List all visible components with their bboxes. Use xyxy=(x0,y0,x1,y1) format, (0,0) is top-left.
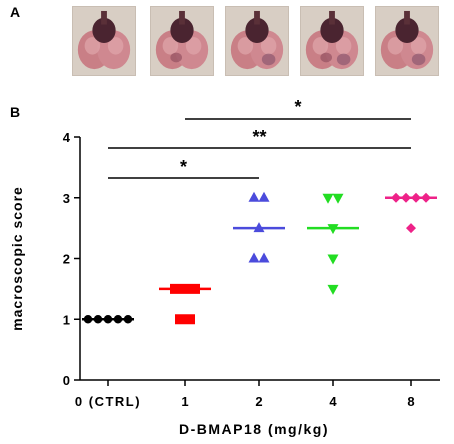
x-tick-label: 2 xyxy=(255,394,262,409)
data-point xyxy=(258,191,270,202)
y-tick-label: 1 xyxy=(63,312,70,327)
data-point xyxy=(190,283,200,294)
panel-label-b: B xyxy=(10,104,21,120)
data-point xyxy=(327,224,339,235)
y-tick-label: 2 xyxy=(63,252,70,267)
data-point xyxy=(248,191,260,202)
x-tick-label: 4 xyxy=(329,394,337,409)
significance-label: ** xyxy=(252,127,266,147)
data-point xyxy=(411,192,421,203)
data-point xyxy=(185,314,195,325)
data-point xyxy=(180,283,190,294)
lung-photo-3 xyxy=(225,6,289,76)
data-point xyxy=(327,284,339,295)
data-point xyxy=(83,315,93,324)
x-tick-label: 0 (CTRL) xyxy=(75,394,141,409)
data-point xyxy=(248,252,260,263)
data-point xyxy=(253,222,265,233)
data-point xyxy=(332,193,344,204)
panel-label-a: A xyxy=(10,4,21,20)
data-point xyxy=(421,192,431,203)
lung-photo-4 xyxy=(300,6,364,76)
lung-photo-2 xyxy=(150,6,214,76)
x-tick-label: 1 xyxy=(181,394,188,409)
data-point xyxy=(175,314,185,325)
y-tick-label: 0 xyxy=(63,373,70,388)
significance-label: * xyxy=(294,97,301,117)
data-point xyxy=(113,315,123,324)
y-tick-label: 3 xyxy=(63,191,70,206)
data-point xyxy=(327,254,339,265)
data-point xyxy=(391,192,401,203)
x-axis-title: D-BMAP18 (mg/kg) xyxy=(179,421,329,437)
lung-photo-5 xyxy=(375,6,439,76)
data-point xyxy=(123,315,133,324)
y-tick-label: 4 xyxy=(63,130,71,145)
data-point xyxy=(401,192,411,203)
data-point xyxy=(322,193,334,204)
data-point xyxy=(93,315,103,324)
lung-photo-1 xyxy=(72,6,136,76)
significance-label: * xyxy=(180,157,187,177)
data-point xyxy=(406,223,416,234)
data-point xyxy=(258,252,270,263)
data-point xyxy=(103,315,113,324)
y-axis-title: macroscopic score xyxy=(9,186,25,331)
x-tick-label: 8 xyxy=(407,394,414,409)
data-point xyxy=(170,283,180,294)
